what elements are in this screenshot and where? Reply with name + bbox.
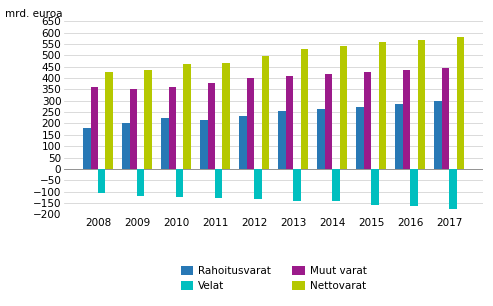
Bar: [161, 118, 169, 169]
Bar: [371, 169, 379, 205]
Bar: [222, 63, 230, 169]
Bar: [332, 169, 340, 201]
Bar: [286, 76, 293, 169]
Bar: [261, 56, 269, 169]
Bar: [91, 87, 98, 169]
Bar: [200, 120, 208, 169]
Bar: [410, 169, 418, 206]
Bar: [434, 101, 442, 169]
Bar: [176, 169, 183, 197]
Bar: [122, 123, 130, 169]
Legend: Rahoitusvarat, Velat, Muut varat, Nettovarat: Rahoitusvarat, Velat, Muut varat, Nettov…: [176, 262, 371, 295]
Bar: [279, 111, 286, 169]
Bar: [169, 87, 176, 169]
Text: mrd. euroa: mrd. euroa: [5, 9, 63, 19]
Bar: [254, 169, 261, 200]
Bar: [183, 64, 191, 169]
Bar: [340, 47, 347, 169]
Bar: [246, 78, 254, 169]
Bar: [106, 72, 113, 169]
Bar: [449, 169, 457, 208]
Bar: [364, 73, 371, 169]
Bar: [356, 107, 364, 169]
Bar: [442, 68, 449, 169]
Bar: [98, 169, 106, 193]
Bar: [418, 40, 425, 169]
Bar: [144, 70, 152, 169]
Bar: [325, 74, 332, 169]
Bar: [293, 169, 301, 201]
Bar: [137, 169, 144, 196]
Bar: [130, 89, 137, 169]
Bar: [403, 70, 410, 169]
Bar: [317, 109, 325, 169]
Bar: [457, 37, 464, 169]
Bar: [301, 49, 308, 169]
Bar: [215, 169, 222, 198]
Bar: [395, 104, 403, 169]
Bar: [379, 42, 386, 169]
Bar: [83, 128, 91, 169]
Bar: [239, 116, 246, 169]
Bar: [208, 83, 215, 169]
